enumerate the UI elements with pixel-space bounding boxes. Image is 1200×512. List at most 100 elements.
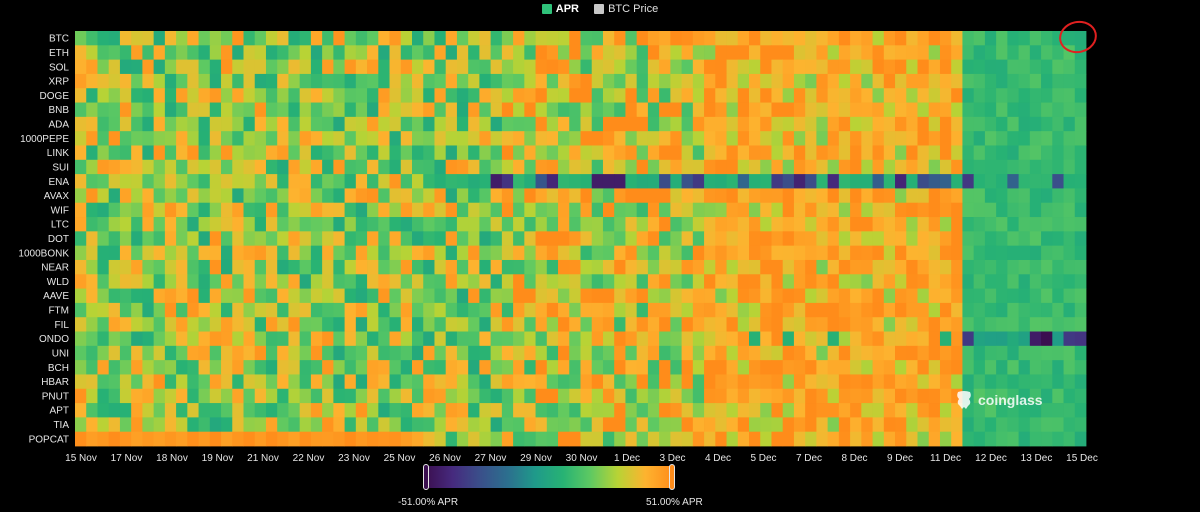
heatmap-cell[interactable] — [602, 302, 615, 318]
heatmap-cell[interactable] — [793, 59, 806, 75]
heatmap-cell[interactable] — [816, 45, 829, 61]
heatmap-cell[interactable] — [951, 345, 963, 361]
heatmap-cell[interactable] — [906, 231, 918, 247]
heatmap-cell[interactable] — [580, 159, 593, 175]
heatmap-cell[interactable] — [951, 417, 963, 433]
heatmap-cell[interactable] — [681, 274, 694, 289]
heatmap-cell[interactable] — [805, 331, 817, 347]
heatmap-cell[interactable] — [782, 360, 795, 375]
heatmap-cell[interactable] — [883, 331, 896, 347]
heatmap-cell[interactable] — [479, 102, 492, 118]
heatmap-cell[interactable] — [928, 417, 941, 433]
heatmap-cell[interactable] — [951, 73, 963, 89]
heatmap-cell[interactable] — [558, 174, 570, 189]
heatmap-cell[interactable] — [1074, 245, 1087, 261]
heatmap-cell[interactable] — [187, 317, 199, 332]
heatmap-cell[interactable] — [659, 131, 671, 146]
heatmap-cell[interactable] — [153, 88, 166, 103]
heatmap-cell[interactable] — [355, 217, 368, 232]
heatmap-cell[interactable] — [288, 174, 301, 189]
heatmap-cell[interactable] — [850, 403, 862, 418]
heatmap-cell[interactable] — [670, 174, 682, 189]
heatmap-cell[interactable] — [602, 360, 615, 375]
heatmap-cell[interactable] — [119, 159, 132, 175]
heatmap-cell[interactable] — [254, 231, 267, 247]
heatmap-cell[interactable] — [906, 374, 918, 390]
heatmap-cell[interactable] — [490, 159, 503, 175]
heatmap-cell[interactable] — [288, 360, 301, 375]
heatmap-cell[interactable] — [288, 403, 301, 418]
heatmap-cell[interactable] — [726, 403, 739, 418]
heatmap-cell[interactable] — [973, 202, 986, 218]
heatmap-cell[interactable] — [1041, 116, 1053, 132]
heatmap-cell[interactable] — [513, 45, 525, 61]
heatmap-cell[interactable] — [602, 159, 615, 175]
heatmap-cell[interactable] — [1029, 345, 1042, 361]
heatmap-cell[interactable] — [277, 431, 289, 447]
heatmap-cell[interactable] — [524, 360, 536, 375]
heatmap-cell[interactable] — [513, 374, 525, 390]
heatmap-cell[interactable] — [333, 217, 345, 232]
heatmap-cell[interactable] — [198, 360, 211, 375]
heatmap-cell[interactable] — [131, 374, 143, 390]
heatmap-cell[interactable] — [580, 360, 593, 375]
heatmap-cell[interactable] — [423, 116, 435, 132]
heatmap-cell[interactable] — [378, 174, 390, 189]
heatmap-cell[interactable] — [333, 288, 345, 304]
heatmap-cell[interactable] — [355, 145, 368, 161]
heatmap-cell[interactable] — [456, 59, 469, 75]
heatmap-cell[interactable] — [895, 259, 907, 275]
heatmap-cell[interactable] — [749, 102, 761, 118]
heatmap-cell[interactable] — [513, 88, 525, 103]
heatmap-cell[interactable] — [692, 317, 705, 332]
heatmap-cell[interactable] — [108, 317, 121, 332]
heatmap-cell[interactable] — [277, 331, 289, 347]
heatmap-cell[interactable] — [1018, 202, 1031, 218]
heatmap-cell[interactable] — [142, 217, 155, 232]
heatmap-cell[interactable] — [131, 403, 143, 418]
heatmap-cell[interactable] — [164, 31, 177, 46]
heatmap-cell[interactable] — [614, 188, 626, 204]
heatmap-cell[interactable] — [996, 374, 1008, 390]
heatmap-cell[interactable] — [1029, 317, 1042, 332]
heatmap-cell[interactable] — [625, 231, 638, 247]
heatmap-cell[interactable] — [434, 174, 447, 189]
heatmap-cell[interactable] — [625, 403, 638, 418]
heatmap-cell[interactable] — [939, 231, 952, 247]
heatmap-cell[interactable] — [928, 88, 941, 103]
heatmap-cell[interactable] — [243, 159, 256, 175]
heatmap-cell[interactable] — [1074, 403, 1087, 418]
heatmap-cell[interactable] — [726, 388, 739, 404]
heatmap-cell[interactable] — [782, 31, 795, 46]
heatmap-cell[interactable] — [906, 259, 918, 275]
heatmap-cell[interactable] — [1018, 245, 1031, 261]
heatmap-cell[interactable] — [827, 131, 840, 146]
heatmap-cell[interactable] — [737, 431, 750, 447]
heatmap-cell[interactable] — [602, 388, 615, 404]
heatmap-cell[interactable] — [1041, 102, 1053, 118]
heatmap-cell[interactable] — [1052, 245, 1064, 261]
heatmap-cell[interactable] — [816, 245, 829, 261]
heatmap-cell[interactable] — [243, 59, 256, 75]
heatmap-cell[interactable] — [288, 73, 301, 89]
heatmap-cell[interactable] — [1041, 131, 1053, 146]
heatmap-cell[interactable] — [928, 360, 941, 375]
heatmap-cell[interactable] — [928, 217, 941, 232]
heatmap-cell[interactable] — [232, 88, 244, 103]
heatmap-cell[interactable] — [996, 59, 1008, 75]
heatmap-cell[interactable] — [468, 88, 480, 103]
heatmap-cell[interactable] — [153, 274, 166, 289]
heatmap-cell[interactable] — [310, 345, 323, 361]
heatmap-cell[interactable] — [749, 374, 761, 390]
heatmap-cell[interactable] — [535, 245, 548, 261]
heatmap-cell[interactable] — [412, 403, 424, 418]
heatmap-cell[interactable] — [524, 102, 536, 118]
heatmap-cell[interactable] — [558, 102, 570, 118]
heatmap-cell[interactable] — [490, 259, 503, 275]
heatmap-cell[interactable] — [591, 288, 604, 304]
heatmap-cell[interactable] — [625, 317, 638, 332]
heatmap-cell[interactable] — [816, 417, 829, 433]
heatmap-cell[interactable] — [827, 274, 840, 289]
heatmap-cell[interactable] — [771, 145, 784, 161]
heatmap-cell[interactable] — [468, 188, 480, 204]
